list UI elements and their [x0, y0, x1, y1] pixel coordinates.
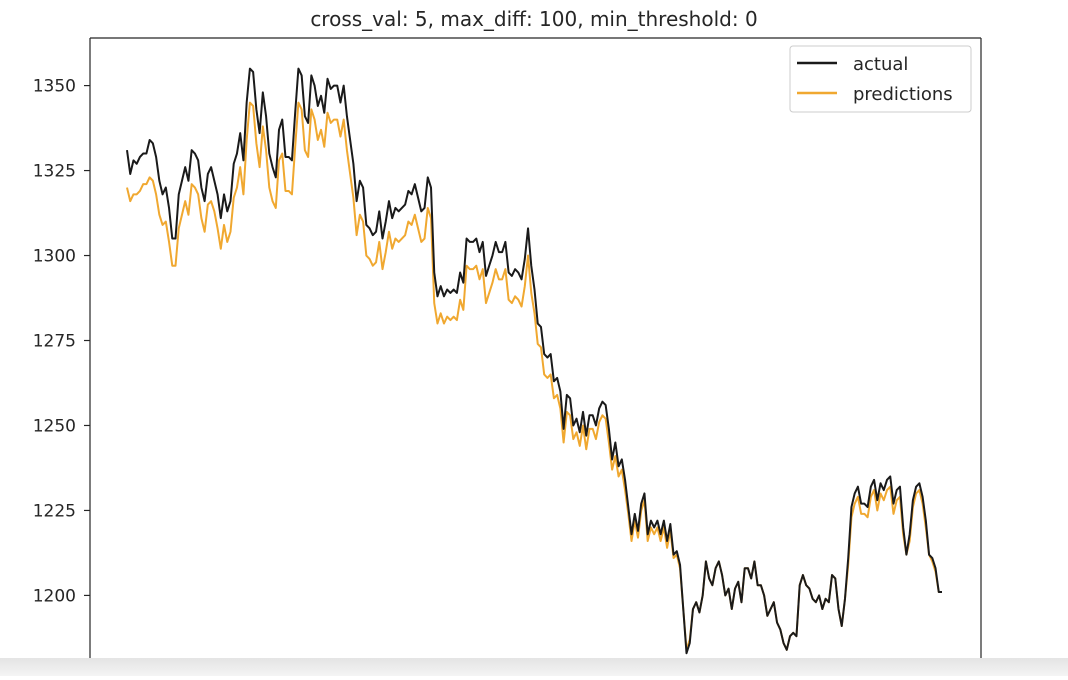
y-tick-label-1225: 1225	[33, 501, 76, 521]
chart-title: cross_val: 5, max_diff: 100, min_thresho…	[310, 7, 757, 31]
y-tick-label-1350: 1350	[33, 77, 76, 97]
window-bottom-edge	[0, 658, 1068, 676]
legend-label-actual: actual	[853, 54, 908, 75]
legend: actual predictions	[789, 45, 972, 113]
legend-label-predictions: predictions	[853, 84, 953, 105]
y-tick-label-1300: 1300	[33, 247, 76, 267]
series-lines	[126, 67, 942, 655]
y-tick-label-1250: 1250	[33, 416, 76, 436]
y-tick-label-1200: 1200	[33, 586, 76, 606]
y-axis: 1200 1225 1250 1275 1300 1325 1350	[33, 77, 90, 606]
y-tick-label-1325: 1325	[33, 162, 76, 182]
series-line-actual	[126, 67, 942, 655]
y-tick-label-1275: 1275	[33, 332, 76, 352]
